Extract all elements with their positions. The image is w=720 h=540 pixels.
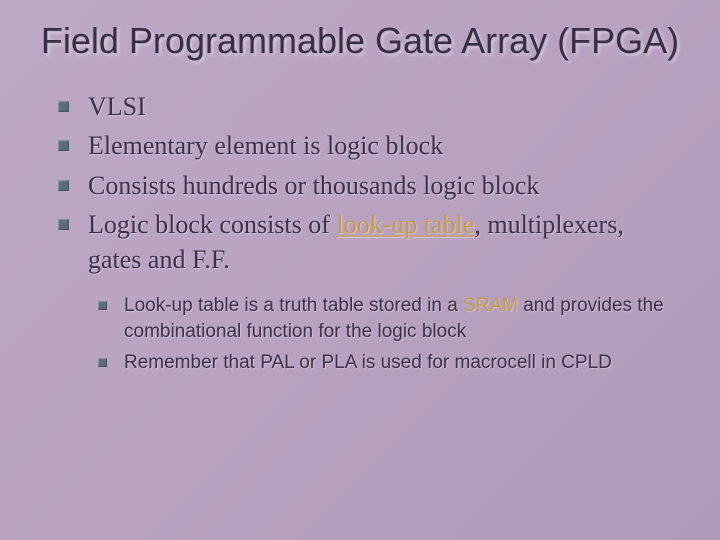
- slide-title: Field Programmable Gate Array (FPGA): [40, 20, 680, 61]
- slide: Field Programmable Gate Array (FPGA) VLS…: [0, 0, 720, 540]
- bullet-item: Logic block consists of look-up table, m…: [58, 207, 680, 277]
- bullet-item: VLSI: [58, 89, 680, 124]
- sub-bullet-list: Look-up table is a truth table stored in…: [40, 293, 680, 376]
- sub-bullet-text: Remember that PAL or PLA is used for mac…: [124, 352, 612, 373]
- bullet-item: Elementary element is logic block: [58, 128, 680, 163]
- bullet-text: Consists hundreds or thousands logic blo…: [88, 171, 539, 200]
- bullet-text: Elementary element is logic block: [88, 131, 443, 160]
- sub-bullet-text-prefix: Look-up table is a truth table stored in…: [124, 295, 463, 316]
- sub-bullet-highlight: SRAM: [463, 295, 518, 316]
- bullet-text-prefix: Logic block consists of: [88, 210, 336, 239]
- bullet-list: VLSI Elementary element is logic block C…: [40, 89, 680, 276]
- bullet-text: VLSI: [88, 92, 146, 121]
- sub-bullet-item: Remember that PAL or PLA is used for mac…: [98, 350, 680, 376]
- bullet-highlight: look-up table: [336, 210, 474, 239]
- bullet-item: Consists hundreds or thousands logic blo…: [58, 168, 680, 203]
- sub-bullet-item: Look-up table is a truth table stored in…: [98, 293, 680, 344]
